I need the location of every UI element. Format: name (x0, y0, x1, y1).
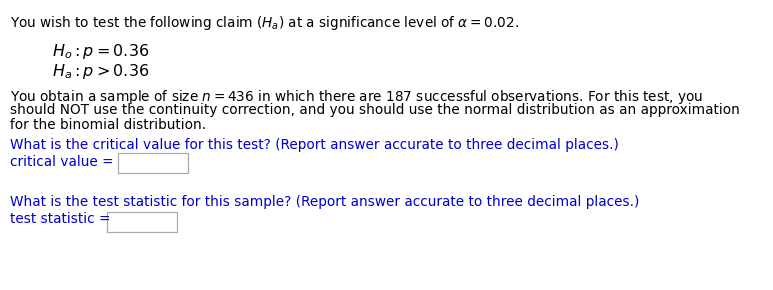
Text: What is the test statistic for this sample? (Report answer accurate to three dec: What is the test statistic for this samp… (10, 195, 639, 209)
Bar (107, 212, 177, 232)
Text: $H_o : p = 0.36$: $H_o : p = 0.36$ (52, 42, 149, 61)
Text: critical value =: critical value = (10, 155, 114, 169)
Text: You obtain a sample of size $n = 436$ in which there are 187 successful observat: You obtain a sample of size $n = 436$ in… (10, 88, 703, 106)
Text: should NOT use the continuity correction, and you should use the normal distribu: should NOT use the continuity correction… (10, 103, 740, 117)
Text: $H_a : p > 0.36$: $H_a : p > 0.36$ (52, 62, 149, 81)
Text: for the binomial distribution.: for the binomial distribution. (10, 118, 206, 132)
Bar (118, 153, 188, 173)
Text: You wish to test the following claim ($H_a$) at a significance level of $\alpha : You wish to test the following claim ($H… (10, 14, 519, 32)
Text: test statistic =: test statistic = (10, 212, 111, 226)
Text: What is the critical value for this test? (Report answer accurate to three decim: What is the critical value for this test… (10, 138, 619, 152)
